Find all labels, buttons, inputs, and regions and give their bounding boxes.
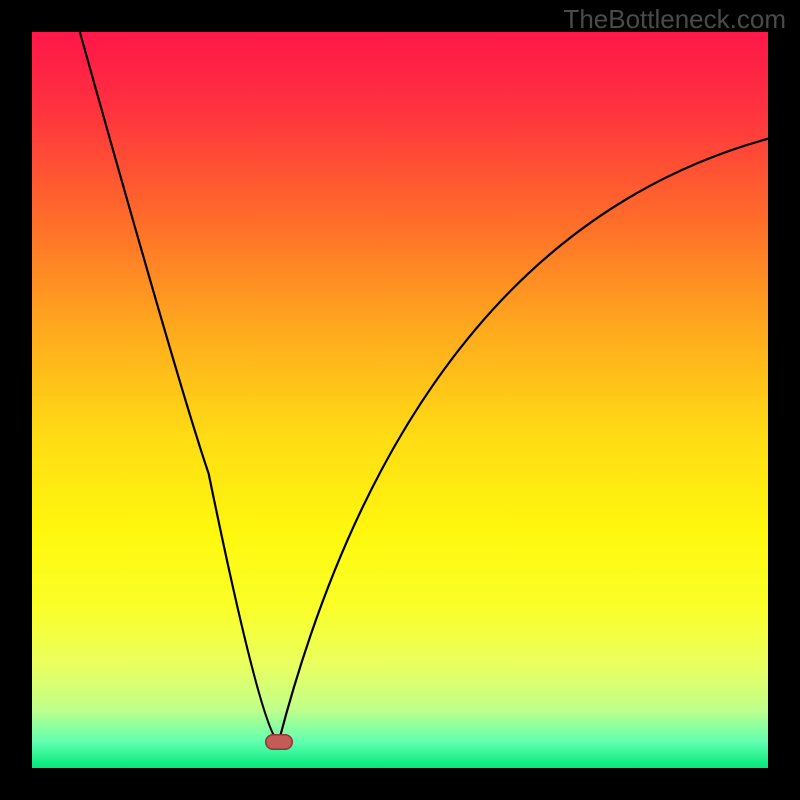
watermark-text: TheBottleneck.com xyxy=(563,4,786,35)
bottleneck-curve xyxy=(32,32,768,768)
curve-path xyxy=(80,32,768,742)
sweet-spot-marker xyxy=(265,734,293,750)
plot-area xyxy=(32,32,768,768)
chart-frame xyxy=(0,0,800,800)
